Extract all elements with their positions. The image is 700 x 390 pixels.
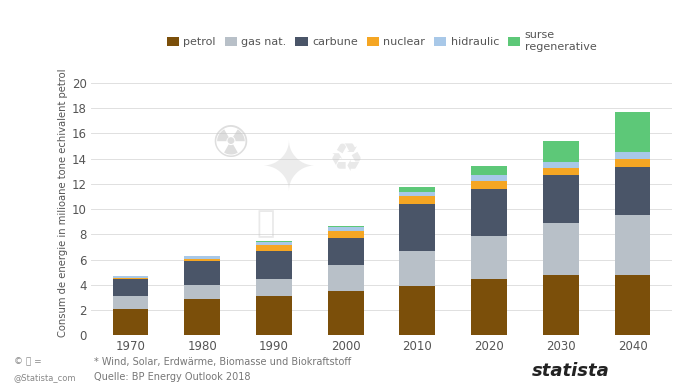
Bar [113, 276, 148, 278]
Bar [256, 245, 292, 251]
Bar [256, 278, 292, 296]
Bar [543, 168, 579, 175]
Bar [471, 175, 507, 181]
Text: 💧: 💧 [256, 209, 274, 239]
Bar [328, 265, 363, 291]
Bar [615, 159, 650, 167]
Bar [184, 299, 220, 335]
Bar [184, 259, 220, 261]
Bar [543, 162, 579, 168]
Bar [400, 192, 435, 197]
Text: Quelle: BP Energy Outlook 2018: Quelle: BP Energy Outlook 2018 [94, 372, 251, 382]
Bar [471, 181, 507, 189]
Bar [615, 275, 650, 335]
Bar [615, 215, 650, 275]
Bar [400, 187, 435, 192]
Bar [400, 251, 435, 286]
Bar [400, 286, 435, 335]
Bar [256, 251, 292, 278]
Bar [543, 223, 579, 275]
Bar [256, 242, 292, 245]
Text: @Statista_com: @Statista_com [14, 373, 76, 382]
Bar [543, 275, 579, 335]
Bar [256, 296, 292, 335]
Text: statista: statista [532, 362, 610, 380]
Bar [328, 291, 363, 335]
Bar [256, 241, 292, 242]
Bar [113, 309, 148, 335]
Bar [113, 296, 148, 309]
Bar [328, 238, 363, 265]
Bar [543, 141, 579, 162]
Bar [615, 112, 650, 152]
Bar [328, 227, 363, 230]
Bar [184, 261, 220, 285]
Bar [400, 204, 435, 251]
Bar [328, 226, 363, 227]
Legend: petrol, gas nat., carbune, nuclear, hidraulic, surse
regenerative: petrol, gas nat., carbune, nuclear, hidr… [164, 28, 598, 54]
Bar [615, 152, 650, 159]
Bar [184, 285, 220, 299]
Text: * Wind, Solar, Erdwärme, Biomasse und Biokraftstoff: * Wind, Solar, Erdwärme, Biomasse und Bi… [94, 356, 351, 367]
Bar [471, 236, 507, 278]
Bar [615, 167, 650, 215]
Bar [184, 257, 220, 259]
Text: ✦: ✦ [260, 138, 316, 204]
Text: ☢: ☢ [211, 123, 251, 166]
Bar [113, 278, 148, 296]
Text: © ⓘ =: © ⓘ = [14, 358, 41, 367]
Bar [471, 278, 507, 335]
Bar [543, 175, 579, 223]
Bar [328, 230, 363, 238]
Y-axis label: Consum de energie in milioane tone echivalent petrol: Consum de energie in milioane tone echiv… [57, 69, 68, 337]
Text: ♻: ♻ [329, 141, 364, 179]
Bar [471, 166, 507, 175]
Bar [400, 197, 435, 204]
Bar [471, 189, 507, 236]
